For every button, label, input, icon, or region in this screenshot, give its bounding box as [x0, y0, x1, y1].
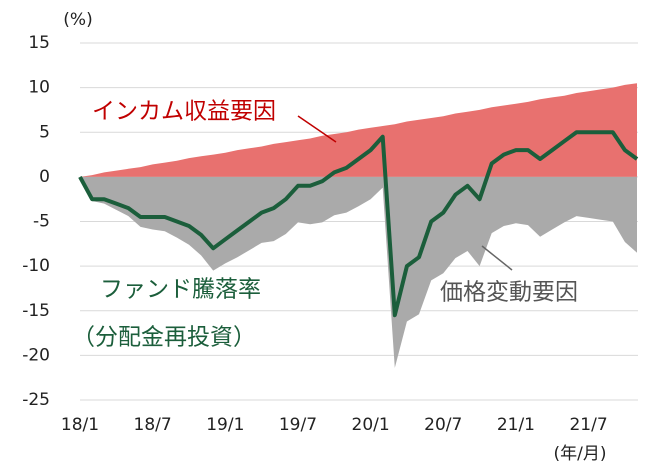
legend-label: 価格変動要因	[440, 280, 578, 306]
x-tick-label: 21/7	[569, 415, 607, 435]
x-unit-label: (年/月)	[554, 444, 607, 464]
x-tick-label: 21/1	[497, 415, 535, 435]
x-tick-label: 18/1	[61, 415, 99, 435]
y-tick-label: -5	[33, 212, 50, 232]
line	[78, 130, 639, 318]
leader-line	[297, 115, 337, 143]
y-tick-label: 0	[39, 167, 50, 187]
y-tick-label: 5	[39, 122, 50, 142]
y-tick-label: -10	[22, 256, 50, 276]
area	[80, 83, 637, 177]
x-tick-label: 19/7	[279, 415, 317, 435]
y-tick-label: 10	[28, 78, 50, 98]
legend-label: インカム収益要因	[92, 99, 276, 125]
y-tick-label: -15	[22, 301, 50, 321]
area	[80, 176, 637, 368]
x-tick-label: 19/1	[206, 415, 244, 435]
leader-line	[481, 245, 513, 271]
x-tick-label: 20/1	[352, 415, 390, 435]
x-tick-label: 18/7	[134, 415, 172, 435]
x-tick-label: 20/7	[424, 415, 462, 435]
y-tick-label: -25	[22, 390, 50, 410]
y-tick-label: 15	[28, 33, 50, 53]
legend-label: ファンド騰落率	[100, 277, 261, 303]
y-unit-label: (%)	[63, 10, 92, 30]
legend-label: （分配金再投資）	[72, 325, 256, 351]
y-tick-label: -20	[22, 345, 50, 365]
